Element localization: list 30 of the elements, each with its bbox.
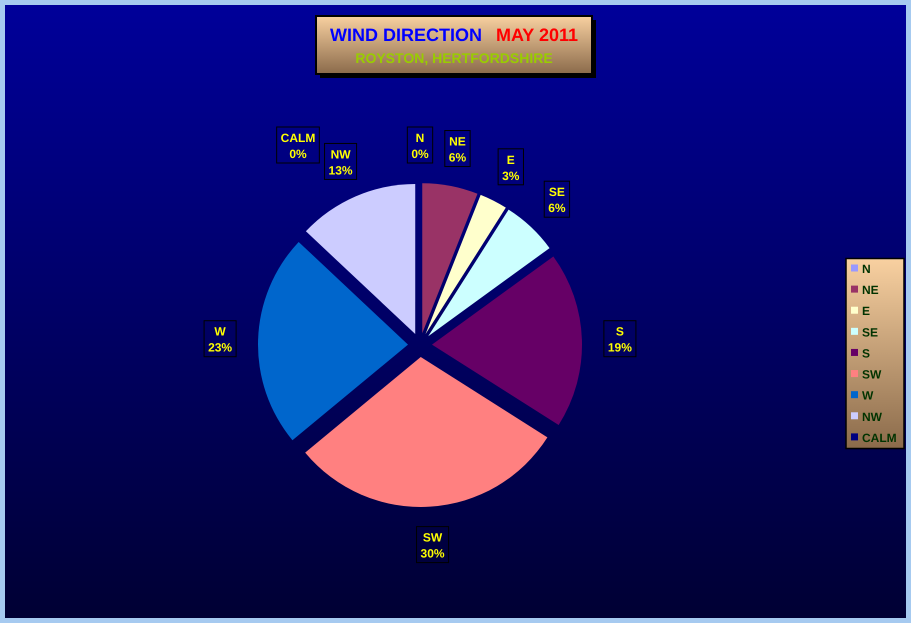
- legend-label: SW: [862, 368, 882, 382]
- legend-label: CALM: [862, 430, 897, 445]
- text: 0%: [289, 147, 307, 161]
- category-label: CALM: [280, 131, 316, 145]
- slice-label: SE: [548, 185, 565, 200]
- slice-label: S: [616, 324, 624, 339]
- slice-label: NE: [449, 134, 466, 149]
- text: 0%: [411, 147, 429, 161]
- slice-label: NW: [330, 147, 352, 162]
- legend-label: NE: [862, 283, 879, 298]
- data-label: 6%: [448, 150, 466, 165]
- data-label: 13%: [328, 163, 353, 178]
- legend-label: N: [862, 262, 871, 276]
- slice-label: E: [506, 152, 515, 167]
- legend-label: E: [862, 304, 870, 318]
- data-label: 19%: [608, 340, 632, 355]
- data-label: 3%: [502, 168, 520, 183]
- data-label: 30%: [420, 546, 445, 561]
- legend-label: W: [862, 388, 874, 403]
- text: MAY 2011: [496, 25, 578, 45]
- data-label: 6%: [548, 201, 566, 216]
- slice-label: SW: [422, 530, 443, 545]
- data-label: 23%: [208, 340, 232, 355]
- legend-label: S: [862, 346, 870, 360]
- chart-subtitle: ROYSTON, HERTFORDSHIRE: [355, 50, 553, 66]
- slice-label: W: [214, 324, 226, 339]
- category-label: N: [416, 131, 424, 145]
- legend-label: SE: [862, 325, 878, 340]
- chart-title: WIND DIRECTION: [330, 25, 482, 45]
- legend-label: NW: [862, 410, 883, 424]
